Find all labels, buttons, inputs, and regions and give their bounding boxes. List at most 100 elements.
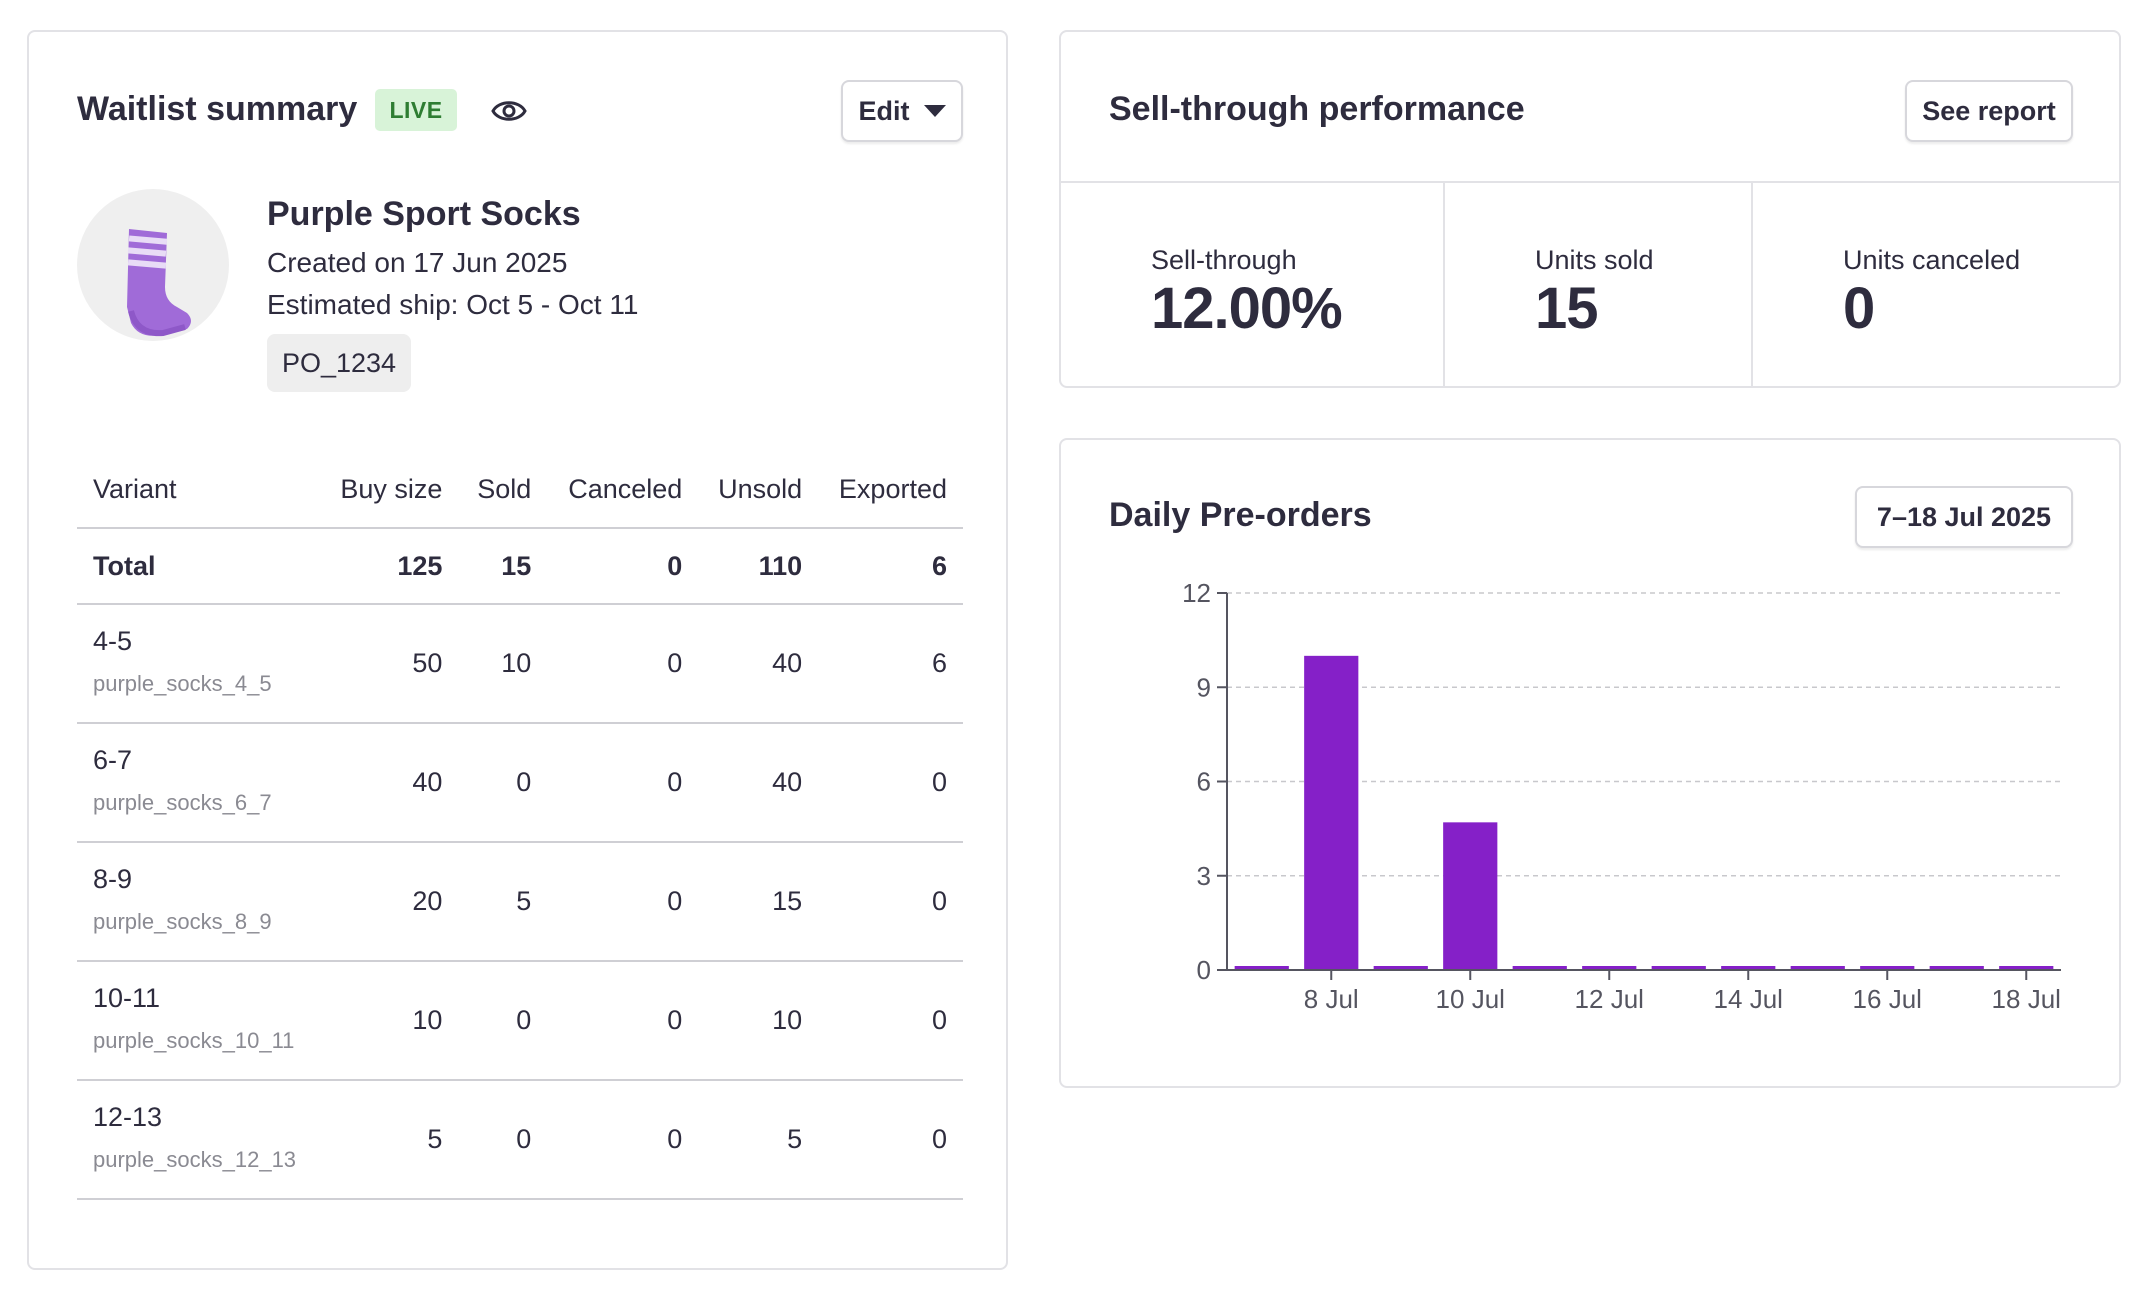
buy-size-cell: 20 [319, 842, 459, 962]
created-date: Created on 17 Jun 2025 [267, 247, 568, 278]
table-row: 4-5 purple_socks_4_5 50 10 0 40 6 [77, 604, 963, 724]
variant-sku: purple_socks_10_11 [93, 1028, 295, 1053]
product-name: Purple Sport Socks [267, 195, 581, 233]
x-tick-label: 14 Jul [1714, 984, 1783, 1014]
exported-cell: 0 [818, 842, 963, 962]
metric-units-sold: Units sold 15 [1443, 183, 1751, 386]
buy-size-cell: 50 [319, 604, 459, 724]
sell-through-title: Sell-through performance [1109, 90, 1525, 128]
variant-sku: purple_socks_4_5 [93, 671, 272, 696]
bar-18-jul [1999, 966, 2054, 970]
bar-17-jul [1929, 966, 1984, 970]
bar-11-jul [1512, 966, 1567, 970]
bar-15-jul [1790, 966, 1845, 970]
bar-14-jul [1721, 966, 1776, 970]
estimated-ship: Estimated ship: Oct 5 - Oct 11 [267, 289, 639, 320]
waitlist-summary-card: Waitlist summary LIVE Edit Purple Sport … [27, 30, 1008, 1270]
y-tick-label: 9 [1197, 672, 1211, 702]
total-unsold: 110 [698, 528, 819, 605]
exported-cell: 0 [818, 1080, 963, 1200]
table-row: 8-9 purple_socks_8_9 20 5 0 15 0 [77, 842, 963, 962]
bar-9-jul [1373, 966, 1428, 970]
total-label: Total [77, 528, 320, 605]
variant-cell: 12-13 purple_socks_12_13 [77, 1080, 320, 1200]
unsold-cell: 5 [698, 1080, 819, 1200]
exported-cell: 0 [818, 961, 963, 1081]
bar-12-jul [1582, 966, 1637, 970]
eye-icon[interactable] [491, 94, 527, 128]
edit-button[interactable]: Edit [841, 80, 963, 142]
column-header-variant: Variant [77, 452, 320, 529]
preorders-bar-chart: 0 3 6 9 12 8 Jul 10 Jul 12 Jul 14 Jul 16 Jul 18 Ju… [1182, 578, 2061, 1014]
unsold-cell: 40 [698, 604, 819, 724]
total-exported: 6 [818, 528, 963, 605]
canceled-cell: 0 [547, 604, 699, 724]
status-badge: LIVE [375, 89, 457, 131]
unsold-cell: 15 [698, 842, 819, 962]
variant-label: 6-7 [93, 745, 133, 775]
buy-size-cell: 5 [319, 1080, 459, 1200]
table-header-row: Variant Buy size Sold Canceled Unsold Ex… [77, 452, 963, 529]
canceled-cell: 0 [547, 961, 699, 1081]
sold-cell: 0 [458, 723, 548, 843]
column-header-sold: Sold [458, 452, 548, 529]
canceled-cell: 0 [547, 1080, 699, 1200]
variant-label: 4-5 [93, 626, 133, 656]
bar-8-jul [1304, 655, 1359, 970]
metric-units-canceled: Units canceled 0 [1751, 183, 2119, 386]
buy-size-cell: 10 [319, 961, 459, 1081]
variants-table: Variant Buy size Sold Canceled Unsold Ex… [77, 452, 963, 1200]
unsold-cell: 10 [698, 961, 819, 1081]
metric-value: 12.00% [1151, 276, 1343, 341]
metric-label: Units sold [1535, 245, 1654, 275]
bar-13-jul [1651, 966, 1706, 970]
metric-value: 0 [1843, 276, 1875, 341]
x-tick-label: 10 Jul [1436, 984, 1505, 1014]
daily-preorders-title: Daily Pre-orders [1109, 496, 1372, 534]
metric-sell-through: Sell-through 12.00% [1061, 183, 1443, 386]
sold-cell: 0 [458, 961, 548, 1081]
metric-value: 15 [1535, 276, 1599, 341]
table-row: 12-13 purple_socks_12_13 5 0 0 5 0 [77, 1080, 963, 1200]
x-tick-label: 8 Jul [1304, 984, 1359, 1014]
waitlist-title: Waitlist summary [77, 90, 358, 128]
date-range-button[interactable]: 7–18 Jul 2025 [1855, 486, 2073, 548]
product-image [77, 189, 229, 341]
see-report-button[interactable]: See report [1905, 80, 2073, 142]
canceled-cell: 0 [547, 723, 699, 843]
variant-sku: purple_socks_6_7 [93, 790, 272, 815]
table-row: 10-11 purple_socks_10_11 10 0 0 10 0 [77, 961, 963, 1081]
y-tick-label: 12 [1182, 578, 1211, 608]
bar-16-jul [1860, 966, 1915, 970]
chevron-down-icon [923, 105, 946, 117]
exported-cell: 0 [818, 723, 963, 843]
variant-cell: 4-5 purple_socks_4_5 [77, 604, 320, 724]
edit-button-label: Edit [858, 95, 910, 126]
variant-sku: purple_socks_8_9 [93, 909, 272, 934]
sell-through-card: Sell-through performance See report Sell… [1059, 30, 2121, 388]
metric-label: Units canceled [1843, 245, 2021, 275]
y-tick-label: 0 [1197, 955, 1211, 985]
exported-cell: 6 [818, 604, 963, 724]
metric-label: Sell-through [1151, 245, 1297, 275]
x-tick-label: 16 Jul [1853, 984, 1922, 1014]
variant-label: 10-11 [93, 983, 161, 1013]
variant-sku: purple_socks_12_13 [93, 1147, 297, 1172]
x-tick-label: 18 Jul [1992, 984, 2061, 1014]
variant-cell: 6-7 purple_socks_6_7 [77, 723, 320, 843]
sold-cell: 10 [458, 604, 548, 724]
column-header-buy-size: Buy size [319, 452, 459, 529]
sold-cell: 0 [458, 1080, 548, 1200]
column-header-unsold: Unsold [698, 452, 819, 529]
po-chip: PO_1234 [267, 334, 411, 392]
total-canceled: 0 [547, 528, 699, 605]
buy-size-cell: 40 [319, 723, 459, 843]
sock-icon [127, 229, 191, 337]
variant-label: 12-13 [93, 1102, 163, 1132]
variant-cell: 10-11 purple_socks_10_11 [77, 961, 320, 1081]
x-tick-label: 12 Jul [1575, 984, 1644, 1014]
total-sold: 15 [458, 528, 548, 605]
daily-preorders-card: Daily Pre-orders 7–18 Jul 2025 0 3 6 9 12 8 J… [1059, 438, 2121, 1088]
bar-7-jul [1234, 966, 1289, 970]
column-header-exported: Exported [818, 452, 963, 529]
